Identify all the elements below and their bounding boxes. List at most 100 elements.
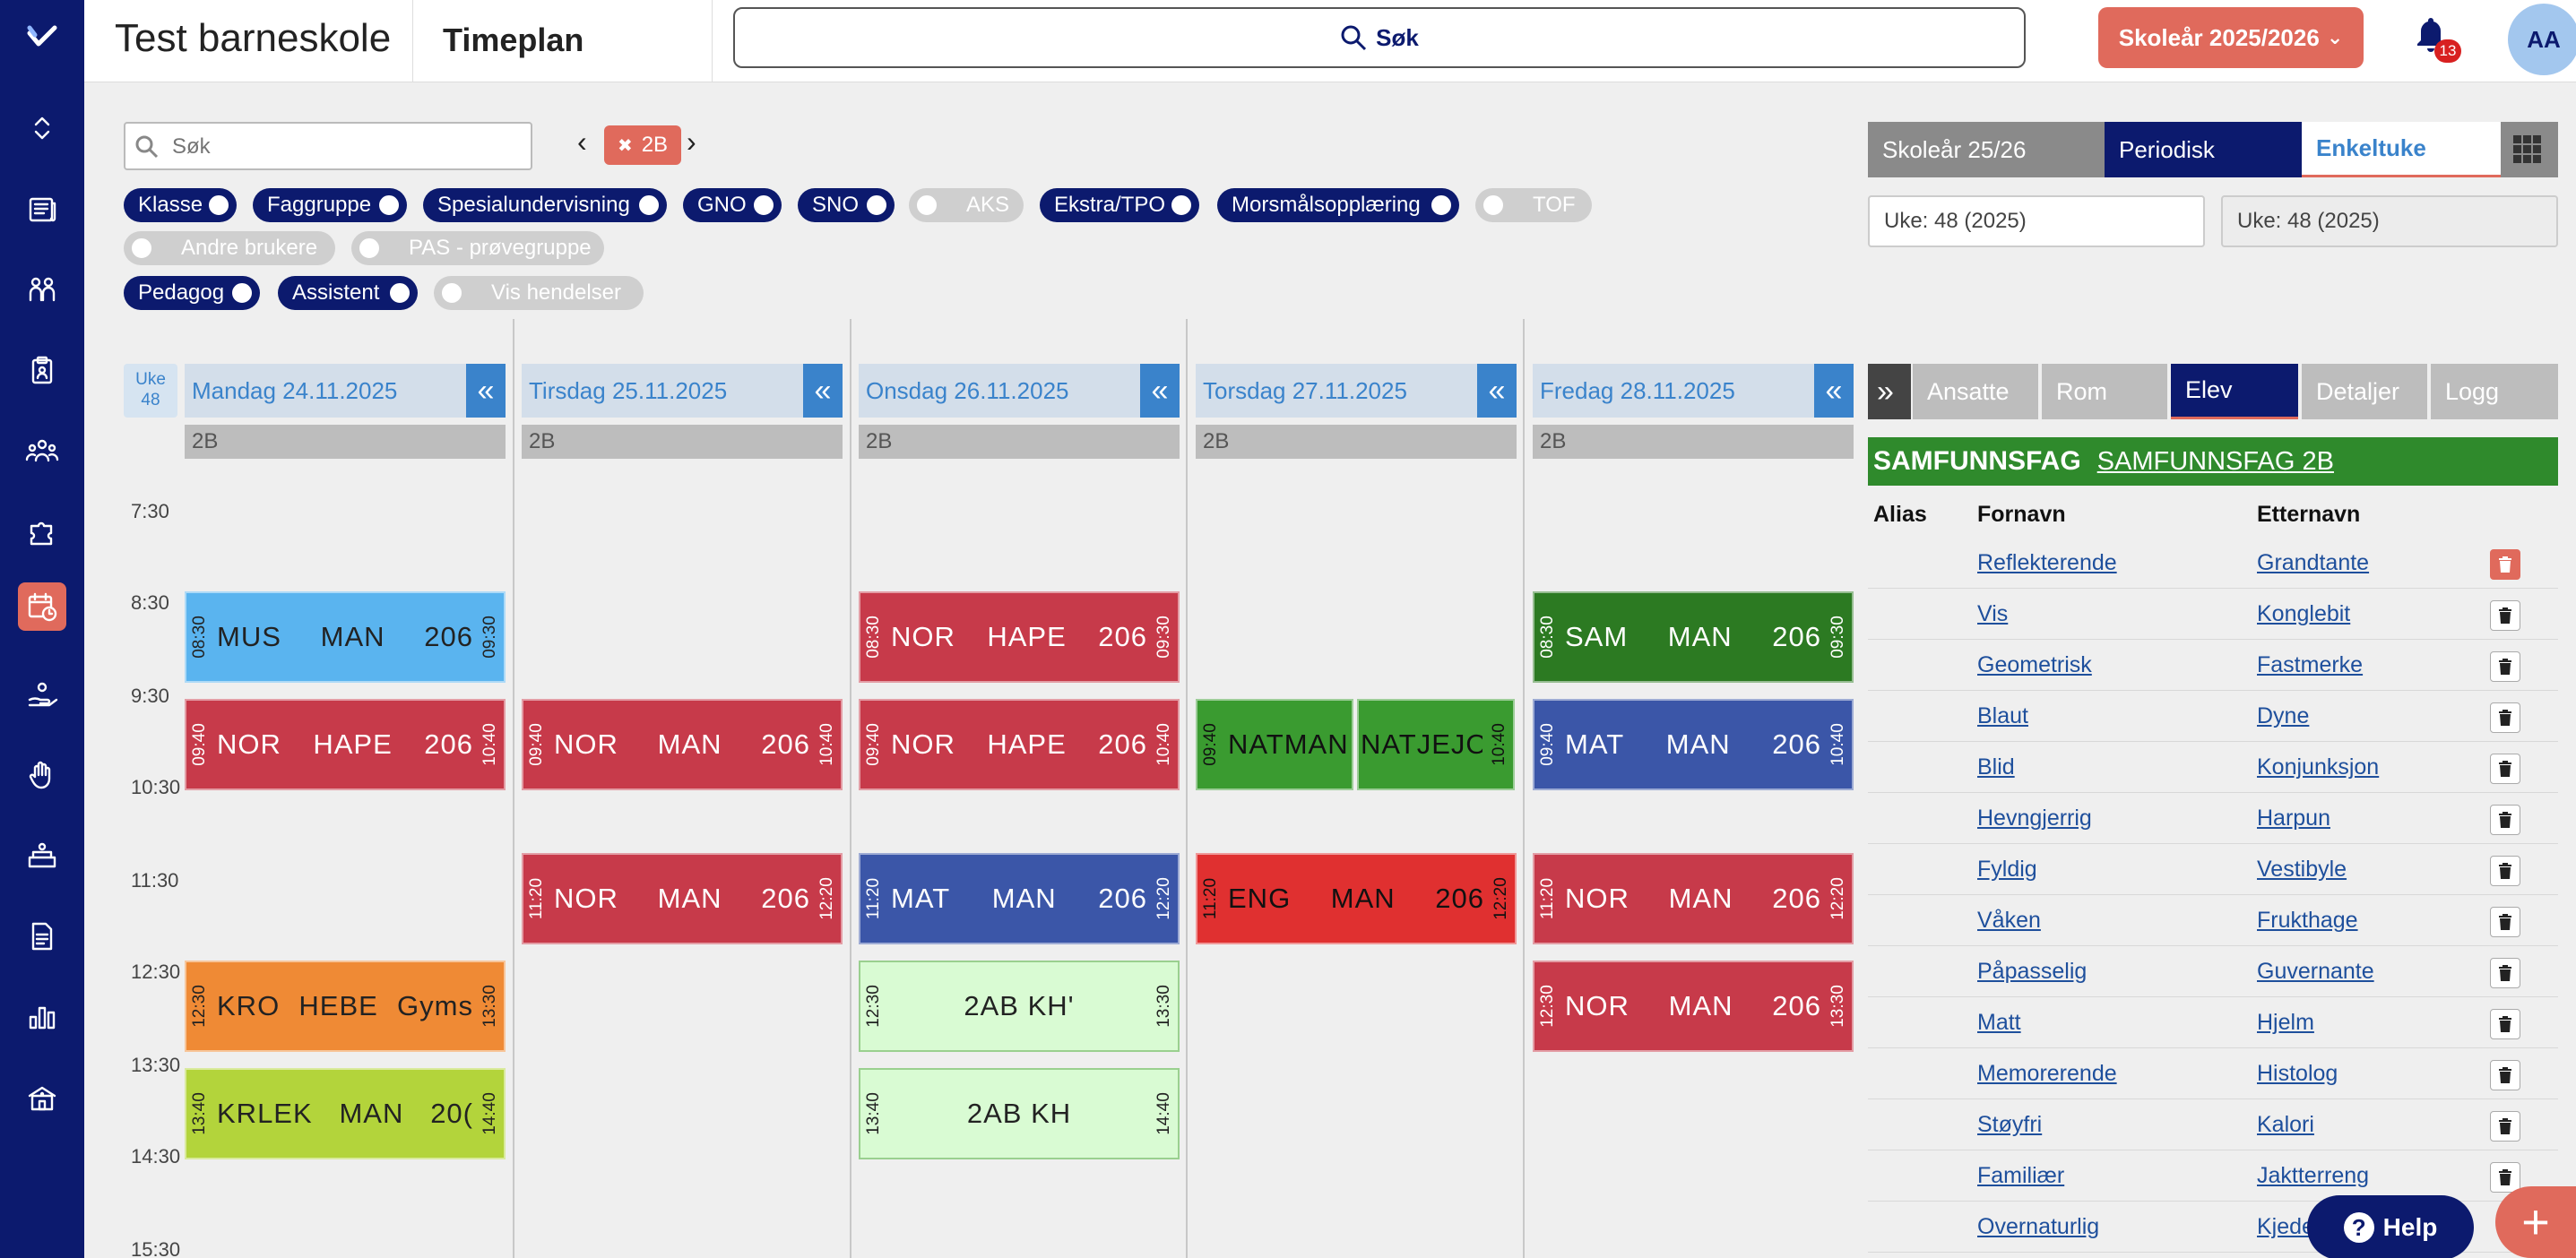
statistics-icon[interactable]	[18, 993, 66, 1041]
student-last-name-link[interactable]: Fastmerke	[2257, 652, 2364, 677]
delete-student-button[interactable]	[2490, 600, 2520, 631]
delete-student-button[interactable]	[2490, 907, 2520, 937]
lesson-block[interactable]: 09:40 NOR HAPE 206 10:40	[859, 699, 1180, 790]
grid-view-button[interactable]	[2501, 122, 2558, 177]
lesson-block[interactable]: 11:20 NOR MAN 206 12:20	[522, 853, 843, 944]
delete-student-button[interactable]	[2490, 1060, 2520, 1090]
toggle-ekstra-tpo[interactable]: Ekstra/TPO	[1040, 188, 1199, 222]
tab-detaljer[interactable]: Detaljer	[2302, 364, 2427, 419]
student-first-name-link[interactable]: Memorerende	[1977, 1061, 2117, 1086]
student-first-name-link[interactable]: Støyfri	[1977, 1112, 2043, 1137]
student-first-name-link[interactable]: Vis	[1977, 601, 2009, 626]
logo-icon[interactable]	[18, 13, 66, 61]
week-from-field[interactable]: Uke: 48 (2025)	[1868, 195, 2205, 247]
delete-student-button[interactable]	[2490, 958, 2520, 988]
add-fab-button[interactable]: +	[2495, 1186, 2576, 1258]
student-last-name-link[interactable]: Kjede	[2257, 1214, 2314, 1239]
school-icon[interactable]	[18, 1073, 66, 1122]
toggle-pedagog[interactable]: Pedagog	[124, 276, 260, 310]
student-first-name-link[interactable]: Geometrisk	[1977, 652, 2092, 677]
timetable-icon[interactable]	[18, 582, 66, 631]
student-last-name-link[interactable]: Grandtante	[2257, 550, 2370, 575]
puzzle-icon[interactable]	[18, 507, 66, 556]
user-avatar[interactable]: AA	[2508, 4, 2576, 75]
lesson-block[interactable]: 11:20 NOR MAN 206 12:20	[1533, 853, 1854, 944]
lesson-block[interactable]: 08:30 NOR HAPE 206 09:30	[859, 591, 1180, 683]
subject-group-link[interactable]: SAMFUNNSFAG 2B	[2096, 446, 2334, 476]
delete-student-button[interactable]	[2490, 1009, 2520, 1039]
tab-elev[interactable]: Elev	[2171, 364, 2298, 419]
tab-rom[interactable]: Rom	[2042, 364, 2167, 419]
lesson-block[interactable]: 13:40 2AB KH 14:40	[859, 1068, 1180, 1159]
tab-periodisk[interactable]: Periodisk	[2105, 122, 2302, 177]
student-first-name-link[interactable]: Påpasselig	[1977, 959, 2088, 984]
student-last-name-link[interactable]: Histolog	[2257, 1061, 2338, 1086]
care-icon[interactable]	[18, 670, 66, 719]
delete-student-button[interactable]	[2490, 1111, 2520, 1142]
toggle-gno[interactable]: GNO	[683, 188, 782, 222]
document-icon[interactable]	[18, 912, 66, 961]
lesson-block[interactable]: 09:40 MAT MAN 206 10:40	[1533, 699, 1854, 790]
filter-search-input[interactable]	[172, 131, 522, 163]
hand-icon[interactable]	[18, 751, 66, 799]
tab-school-year[interactable]: Skoleår 25/26	[1868, 122, 2105, 177]
student-first-name-link[interactable]: Hevngjerrig	[1977, 806, 2092, 831]
student-last-name-link[interactable]: Konglebit	[2257, 601, 2351, 626]
collapse-day-thursday-button[interactable]: «	[1477, 364, 1517, 418]
student-last-name-link[interactable]: Frukthage	[2257, 908, 2358, 933]
student-last-name-link[interactable]: Jaktterreng	[2257, 1163, 2370, 1188]
toggle-andre-brukere[interactable]: Andre brukere	[124, 231, 335, 265]
clipboard-icon[interactable]	[18, 346, 66, 394]
toggle-assistent[interactable]: Assistent	[278, 276, 418, 310]
groups-icon[interactable]	[18, 427, 66, 475]
collapse-menu-icon[interactable]	[18, 104, 66, 152]
delete-student-button[interactable]	[2490, 754, 2520, 784]
collapse-day-tuesday-button[interactable]: «	[803, 364, 843, 418]
delete-student-button[interactable]	[2490, 702, 2520, 733]
remove-icon[interactable]: ✖	[617, 135, 633, 156]
school-year-button[interactable]: Skoleår 2025/2026 ⌄	[2098, 7, 2364, 68]
lesson-block[interactable]: 09:40 NATMAN	[1196, 699, 1353, 790]
delete-student-button[interactable]	[2490, 651, 2520, 682]
lesson-block[interactable]: 12:30 KRO HEBE Gyms 13:30	[185, 961, 506, 1052]
notifications-button[interactable]: 13	[2413, 14, 2461, 65]
delete-student-button[interactable]	[2490, 1162, 2520, 1193]
toggle-pas-provegruppe[interactable]: PAS - prøvegruppe	[351, 231, 604, 265]
classroom-icon[interactable]	[18, 831, 66, 880]
toggle-tof[interactable]: TOF	[1475, 188, 1592, 222]
lesson-block[interactable]: 11:20 MAT MAN 206 12:20	[859, 853, 1180, 944]
toggle-klasse[interactable]: Klasse	[124, 188, 237, 222]
lesson-block[interactable]: 12:30 NOR MAN 206 13:30	[1533, 961, 1854, 1052]
tab-enkeltuke[interactable]: Enkeltuke	[2302, 122, 2501, 177]
previous-class-arrow[interactable]: ‹	[577, 125, 587, 158]
news-icon[interactable]	[18, 185, 66, 233]
toggle-faggruppe[interactable]: Faggruppe	[253, 188, 407, 222]
student-first-name-link[interactable]: Matt	[1977, 1010, 2021, 1035]
lesson-block[interactable]: 08:30 SAM MAN 206 09:30	[1533, 591, 1854, 683]
collapse-day-monday-button[interactable]: «	[466, 364, 506, 418]
toggle-sno[interactable]: SNO	[798, 188, 895, 222]
student-last-name-link[interactable]: Harpun	[2257, 806, 2330, 831]
student-last-name-link[interactable]: Vestibyle	[2257, 857, 2347, 882]
student-first-name-link[interactable]: Fyldig	[1977, 857, 2037, 882]
student-first-name-link[interactable]: Blaut	[1977, 703, 2028, 728]
student-first-name-link[interactable]: Våken	[1977, 908, 2041, 933]
next-class-arrow[interactable]: ›	[687, 125, 696, 158]
expand-panel-button[interactable]: »	[1868, 364, 1911, 419]
help-button[interactable]: ? Help	[2307, 1195, 2474, 1258]
delete-student-button[interactable]	[2490, 805, 2520, 835]
week-to-field[interactable]: Uke: 48 (2025)	[2221, 195, 2558, 247]
tab-ansatte[interactable]: Ansatte	[1913, 364, 2038, 419]
student-last-name-link[interactable]: Konjunksjon	[2257, 754, 2380, 780]
lesson-block[interactable]: 13:40 KRLEK MAN 20( 14:40	[185, 1068, 506, 1159]
students-icon[interactable]	[18, 265, 66, 314]
delete-student-button[interactable]	[2490, 856, 2520, 886]
global-search-button[interactable]: Søk	[733, 7, 2026, 68]
student-first-name-link[interactable]: Reflekterende	[1977, 550, 2117, 575]
filter-search-field[interactable]	[124, 122, 532, 170]
lesson-block[interactable]: 12:30 2AB KH' 13:30	[859, 961, 1180, 1052]
delete-student-button[interactable]	[2490, 549, 2520, 580]
toggle-spesialundervisning[interactable]: Spesialundervisning	[423, 188, 667, 222]
collapse-day-friday-button[interactable]: «	[1814, 364, 1854, 418]
selected-class-chip[interactable]: ✖ 2B	[604, 125, 681, 165]
